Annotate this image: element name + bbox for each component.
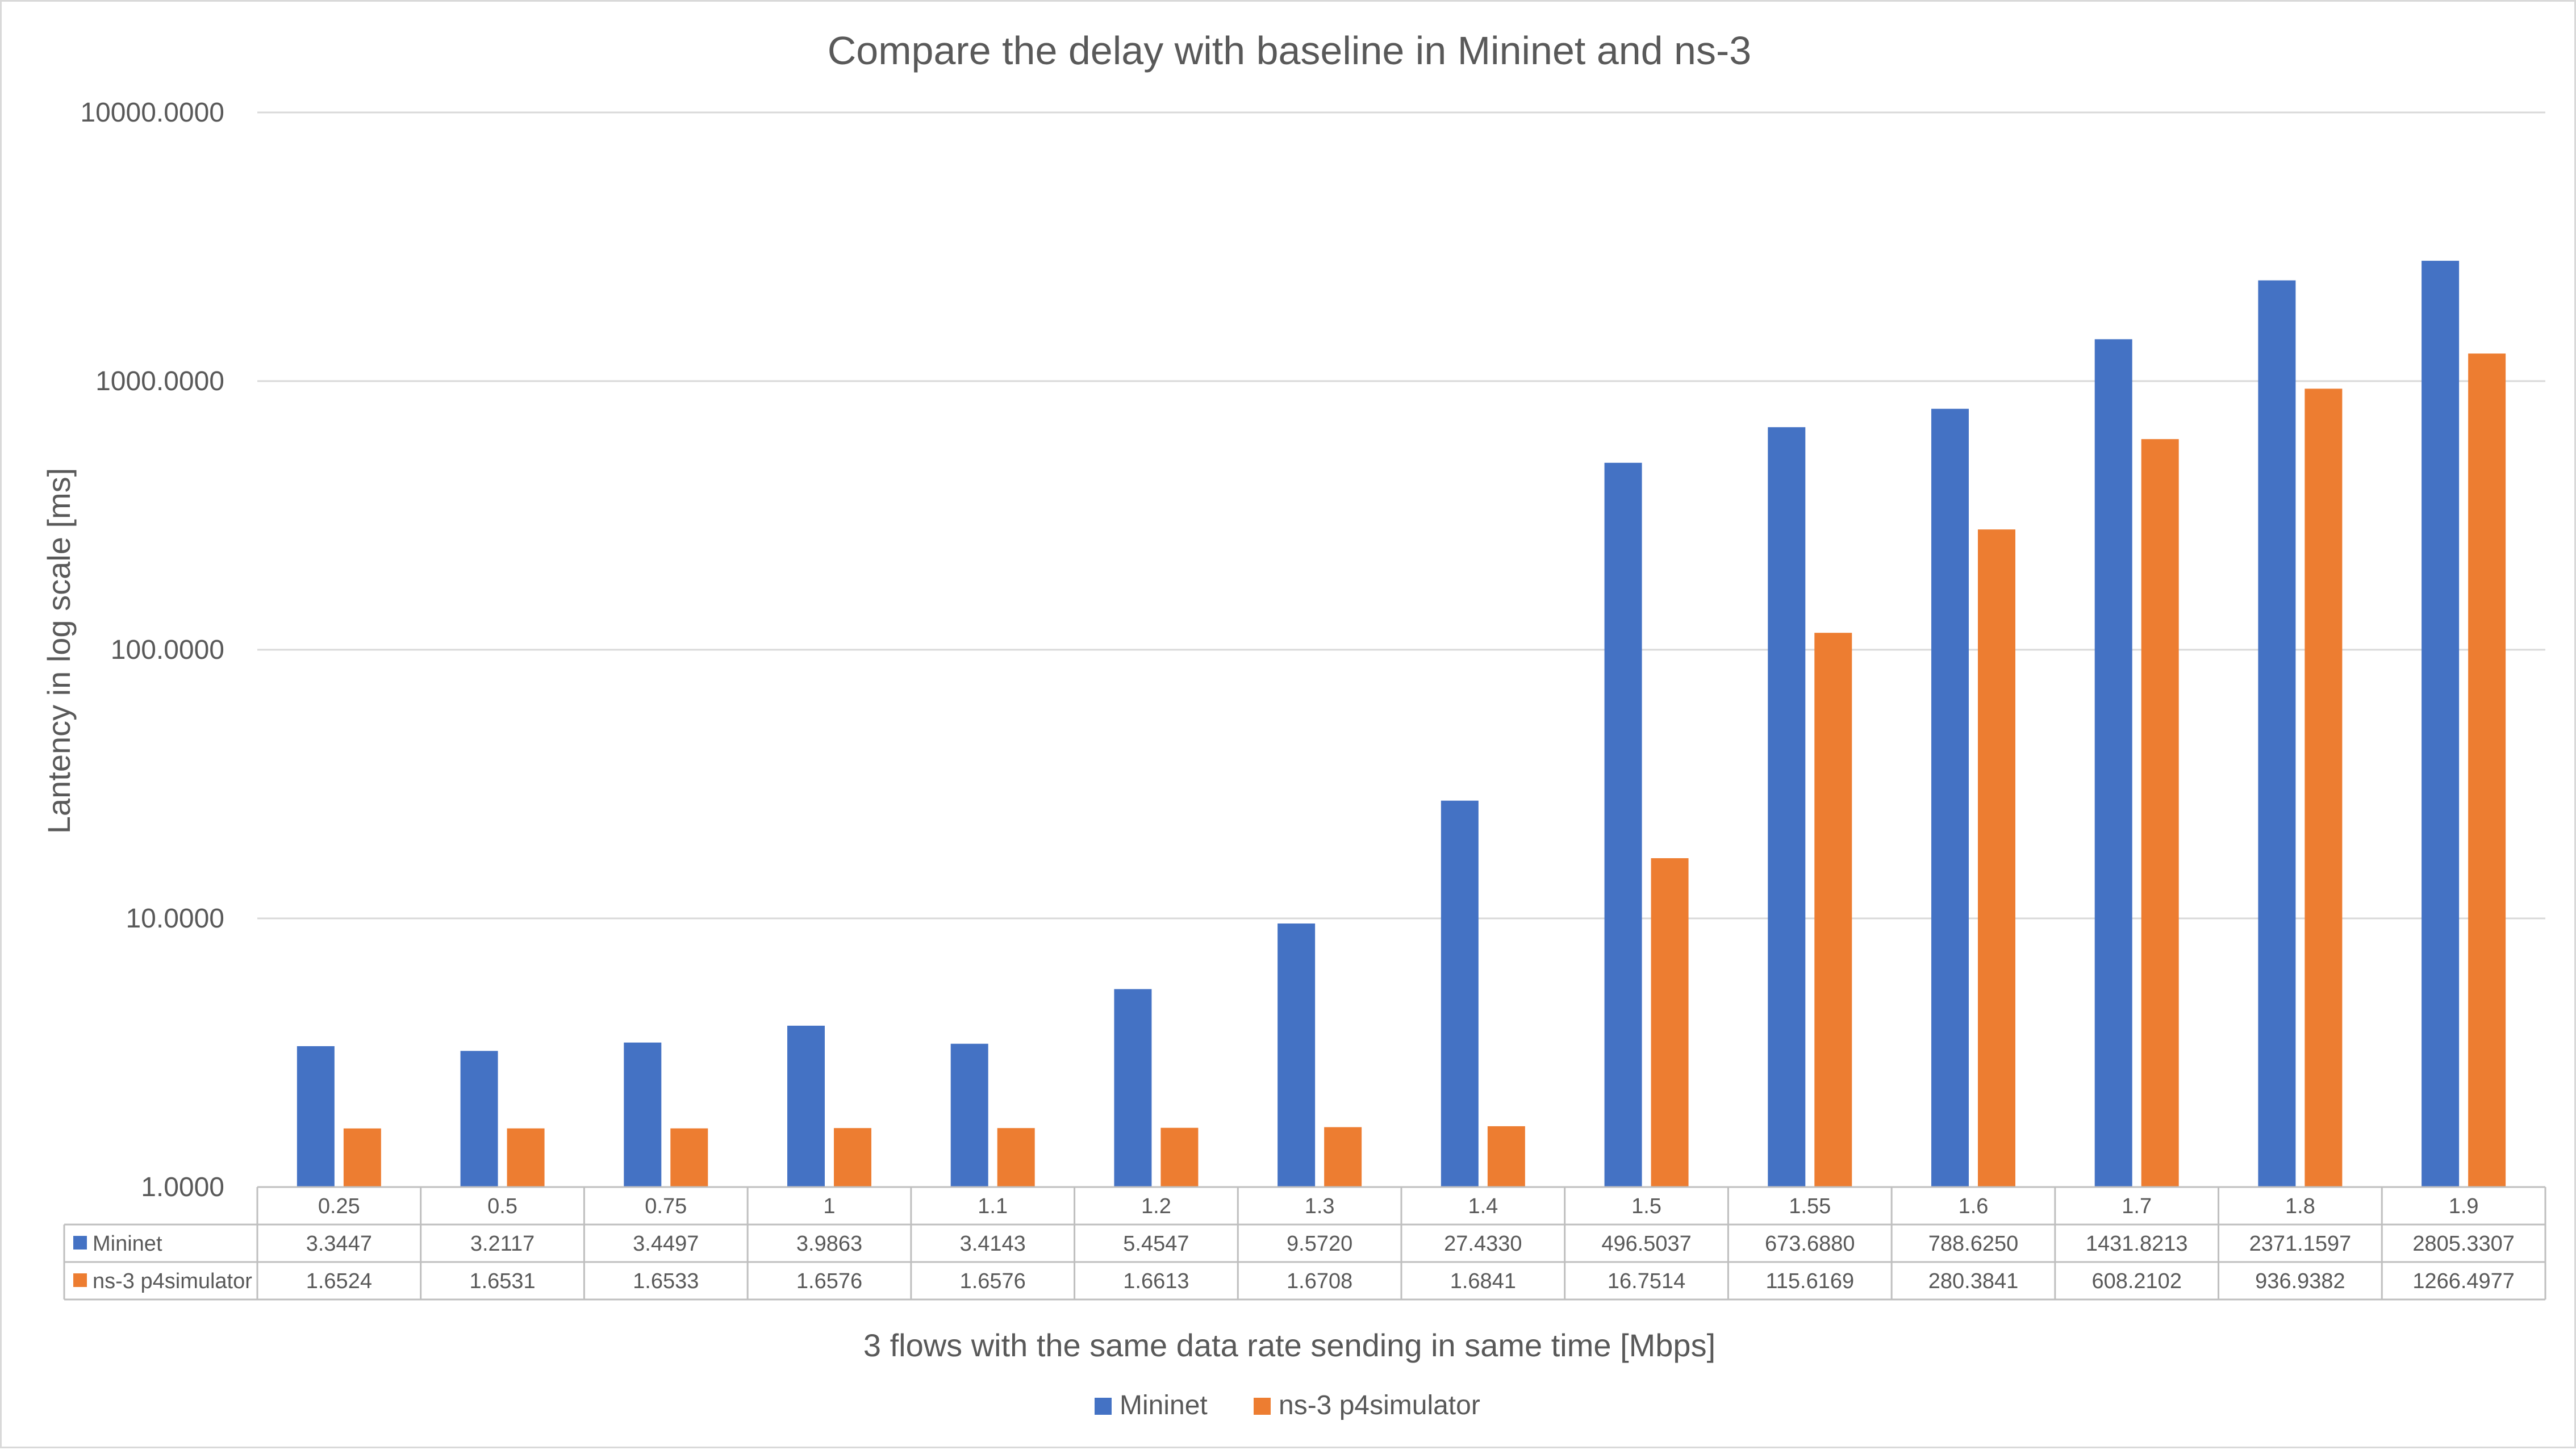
table-value: 3.9863	[796, 1232, 862, 1256]
bar-mininet-1.7	[2094, 339, 2132, 1187]
bar-mininet-1.9	[2421, 261, 2460, 1188]
table-value: 788.6250	[1928, 1232, 2019, 1256]
x-tick-label: 1.4	[1468, 1194, 1498, 1218]
table-series-name: ns-3 p4simulator	[93, 1269, 252, 1293]
table-value: 1.6708	[1287, 1269, 1352, 1293]
y-tick-label: 10.0000	[126, 904, 224, 934]
bar-mininet-1.55	[1768, 427, 1806, 1188]
bar-mininet-1.6	[1931, 408, 1969, 1187]
table-legend-key-ns3	[73, 1273, 87, 1287]
bar-ns3-0.25	[343, 1128, 381, 1187]
table-value: 16.7514	[1608, 1269, 1685, 1293]
bar-ns3-0.75	[670, 1128, 708, 1187]
legend-swatch-ns3	[1254, 1398, 1271, 1415]
bar-ns3-1.9	[2468, 353, 2506, 1187]
table-value: 1.6576	[960, 1269, 1026, 1293]
bar-mininet-1.8	[2258, 280, 2296, 1187]
bar-ns3-1.3	[1324, 1127, 1362, 1187]
table-value: 3.4497	[633, 1232, 699, 1256]
x-tick-label: 0.75	[645, 1194, 687, 1218]
x-tick-label: 1.8	[2285, 1194, 2315, 1218]
table-value: 1.6524	[306, 1269, 372, 1293]
bar-ns3-1.55	[1814, 633, 1852, 1187]
x-tick-label: 1.6	[1959, 1194, 1989, 1218]
x-tick-label: 1.5	[1631, 1194, 1661, 1218]
table-value: 3.3447	[306, 1232, 372, 1256]
table-value: 27.4330	[1444, 1232, 1522, 1256]
table-value: 936.9382	[2255, 1269, 2345, 1293]
y-tick-label: 1.0000	[141, 1172, 224, 1202]
x-axis-label: 3 flows with the same data rate sending …	[863, 1327, 1715, 1363]
data-table: 0.25 0.5 0.75 1 1.1 1.2 1.3 1.4 1.5 1.55 1.6 1.7 1.8…	[63, 1186, 2546, 1301]
x-tick-label: 1.3	[1305, 1194, 1335, 1218]
table-value: 608.2102	[2091, 1269, 2182, 1293]
y-tick-label: 100.0000	[111, 635, 224, 665]
bar-mininet-0.5	[460, 1051, 498, 1187]
bar-mininet-1.1	[950, 1043, 988, 1187]
x-tick-label: 1.2	[1141, 1194, 1171, 1218]
x-tick-label: 1.1	[978, 1194, 1008, 1218]
table-value: 1.6533	[633, 1269, 699, 1293]
table-value: 1.6576	[796, 1269, 862, 1293]
bar-ns3-1.6	[1978, 529, 2015, 1187]
table-series-name: Mininet	[93, 1232, 162, 1256]
table-legend-key-mininet	[73, 1236, 87, 1250]
table-value: 1.6841	[1450, 1269, 1516, 1293]
table-value: 1.6531	[469, 1269, 535, 1293]
bar-mininet-1.5	[1604, 462, 1642, 1188]
bar-ns3-1.8	[2304, 388, 2343, 1187]
bar-mininet-1	[787, 1025, 825, 1187]
y-tick-labels: 1.0000 10.0000 100.0000 1000.0000 10000.0000	[80, 98, 224, 1202]
bar-mininet-1.4	[1441, 800, 1479, 1187]
table-value: 280.3841	[1928, 1269, 2019, 1293]
bar-mininet-0.25	[297, 1046, 335, 1187]
y-axis-label: Lantency in log scale [ms]	[41, 468, 77, 834]
bar-mininet-1.2	[1114, 989, 1152, 1187]
gridlines	[257, 111, 2545, 920]
table-value: 2805.3307	[2412, 1232, 2515, 1256]
y-tick-label: 1000.0000	[95, 366, 224, 396]
bar-ns3-1.4	[1487, 1126, 1525, 1187]
legend-label-ns3: ns-3 p4simulator	[1279, 1390, 1480, 1420]
legend: Mininet ns-3 p4simulator	[1095, 1390, 1480, 1420]
x-tick-label: 1.7	[2122, 1194, 2152, 1218]
bar-ns3-1.5	[1651, 858, 1689, 1187]
x-tick-label: 0.25	[318, 1194, 360, 1218]
chart-title: Compare the delay with baseline in Minin…	[828, 28, 1751, 73]
table-value: 1.6613	[1123, 1269, 1189, 1293]
table-value: 3.4143	[960, 1232, 1026, 1256]
legend-swatch-mininet	[1095, 1398, 1112, 1415]
bar-ns3-1.2	[1160, 1127, 1199, 1187]
table-value: 2371.1597	[2249, 1232, 2352, 1256]
x-tick-label: 1.55	[1789, 1194, 1831, 1218]
legend-label-mininet: Mininet	[1120, 1390, 1208, 1420]
y-tick-label: 10000.0000	[80, 98, 224, 128]
bar-ns3-1.1	[997, 1128, 1035, 1187]
bar-ns3-1.7	[2141, 439, 2179, 1187]
table-value: 1431.8213	[2086, 1232, 2188, 1256]
table-value: 115.6169	[1765, 1269, 1854, 1293]
bar-ns3-1	[834, 1128, 871, 1187]
table-value: 1266.4977	[2412, 1269, 2515, 1293]
x-tick-label: 1	[823, 1194, 835, 1218]
x-tick-label: 0.5	[487, 1194, 517, 1218]
table-value: 673.6880	[1765, 1232, 1855, 1256]
table-value: 3.2117	[470, 1232, 535, 1256]
table-value: 496.5037	[1601, 1232, 1692, 1256]
bar-ns3-0.5	[507, 1128, 545, 1187]
bar-mininet-1.3	[1277, 923, 1316, 1187]
table-value: 5.4547	[1123, 1232, 1189, 1256]
x-tick-label: 1.9	[2449, 1194, 2479, 1218]
bars	[297, 261, 2506, 1188]
bar-mininet-0.75	[624, 1042, 662, 1187]
table-value: 9.5720	[1287, 1232, 1352, 1256]
